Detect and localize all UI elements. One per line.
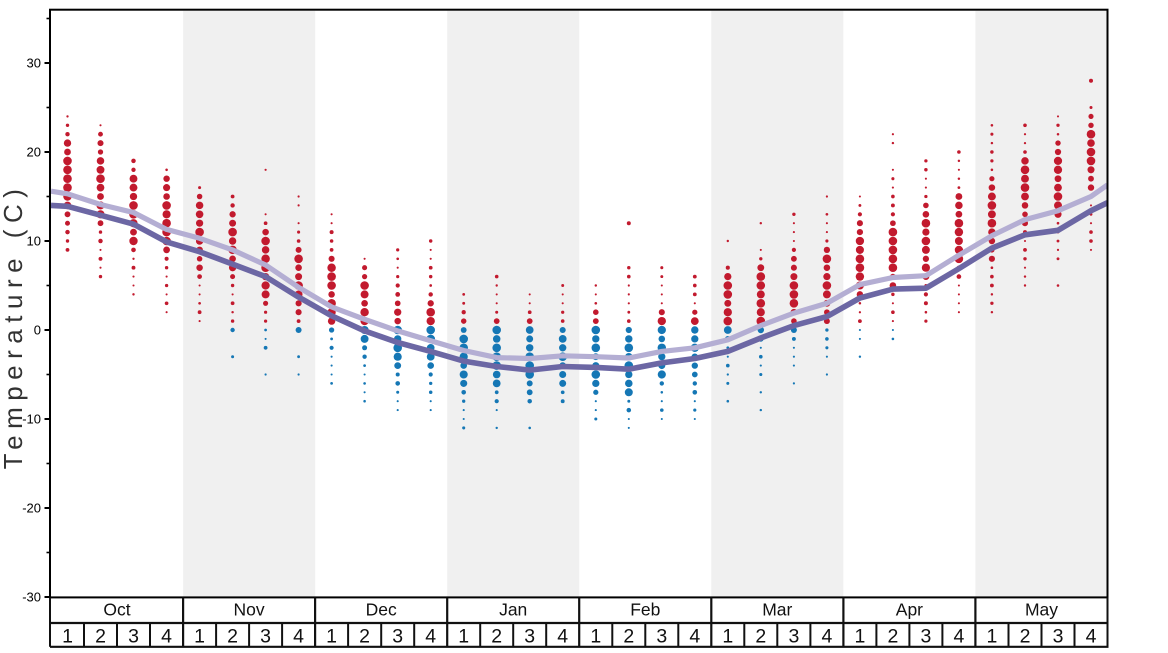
svg-text:-30: -30 [22,590,41,605]
svg-text:1: 1 [986,626,997,648]
svg-text:2: 2 [491,626,502,648]
svg-text:2: 2 [359,626,370,648]
svg-text:2: 2 [95,626,106,648]
svg-text:4: 4 [821,626,832,648]
svg-text:1: 1 [590,626,601,648]
svg-text:1: 1 [62,626,73,648]
svg-text:2: 2 [227,626,238,648]
svg-text:3: 3 [1053,626,1064,648]
svg-text:1: 1 [854,626,865,648]
svg-text:Oct: Oct [103,600,130,620]
svg-text:2: 2 [1020,626,1031,648]
svg-text:-10: -10 [22,412,41,427]
svg-text:2: 2 [755,626,766,648]
svg-text:Jan: Jan [499,600,527,620]
svg-text:0: 0 [34,323,41,338]
svg-text:4: 4 [293,626,304,648]
svg-text:4: 4 [689,626,700,648]
svg-text:3: 3 [656,626,667,648]
svg-text:4: 4 [161,626,172,648]
svg-text:3: 3 [788,626,799,648]
svg-text:Mar: Mar [762,600,792,620]
svg-text:Dec: Dec [366,600,397,620]
svg-text:4: 4 [953,626,964,648]
svg-text:1: 1 [458,626,469,648]
svg-text:3: 3 [260,626,271,648]
svg-text:4: 4 [557,626,568,648]
svg-text:Nov: Nov [234,600,265,620]
svg-text:3: 3 [128,626,139,648]
svg-text:20: 20 [27,145,41,160]
svg-text:-20: -20 [22,501,41,516]
svg-text:1: 1 [722,626,733,648]
svg-text:2: 2 [623,626,634,648]
svg-text:3: 3 [392,626,403,648]
svg-text:3: 3 [920,626,931,648]
svg-text:Apr: Apr [896,600,923,620]
svg-text:4: 4 [425,626,436,648]
svg-text:Temperature (C): Temperature (C) [0,183,28,470]
svg-text:2: 2 [887,626,898,648]
svg-text:Feb: Feb [630,600,660,620]
svg-text:4: 4 [1086,626,1097,648]
svg-text:1: 1 [194,626,205,648]
svg-text:3: 3 [524,626,535,648]
svg-text:May: May [1025,600,1058,620]
svg-text:1: 1 [326,626,337,648]
svg-text:10: 10 [27,234,41,249]
svg-text:30: 30 [27,56,41,71]
